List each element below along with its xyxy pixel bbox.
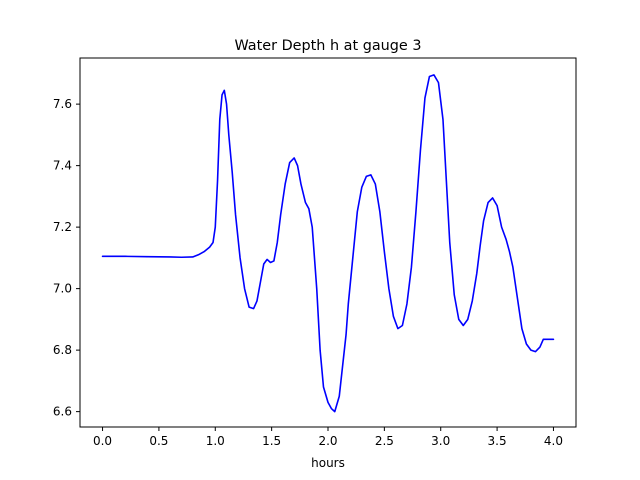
y-tick-label: 7.0 bbox=[53, 282, 72, 296]
plot-marks bbox=[101, 74, 555, 413]
x-tick-label: 0.5 bbox=[149, 434, 168, 448]
x-tick-label: 1.5 bbox=[262, 434, 281, 448]
y-tick-label: 7.4 bbox=[53, 159, 72, 173]
x-tick-label: 1.0 bbox=[206, 434, 225, 448]
x-axis-label: hours bbox=[311, 456, 345, 470]
y-tick-label: 6.6 bbox=[53, 405, 72, 419]
x-tick-label: 2.5 bbox=[375, 434, 394, 448]
x-tick-label: 0.0 bbox=[93, 434, 112, 448]
x-tick-label: 3.0 bbox=[431, 434, 450, 448]
x-tick-label: 3.5 bbox=[488, 434, 507, 448]
x-tick-label: 2.0 bbox=[318, 434, 337, 448]
chart-title: Water Depth h at gauge 3 bbox=[234, 38, 421, 54]
y-tick-label: 6.8 bbox=[53, 343, 72, 357]
x-tick-label: 4.0 bbox=[544, 434, 563, 448]
series-line-0 bbox=[101, 74, 555, 413]
y-tick-label: 7.2 bbox=[53, 220, 72, 234]
y-tick-label: 7.6 bbox=[53, 97, 72, 111]
y-axis: 6.6 6.8 7.0 7.2 7.4 7.6 bbox=[53, 97, 80, 419]
x-axis: 0.0 0.5 1.0 1.5 2.0 2.5 3.0 3.5 4.0 bbox=[93, 427, 563, 448]
